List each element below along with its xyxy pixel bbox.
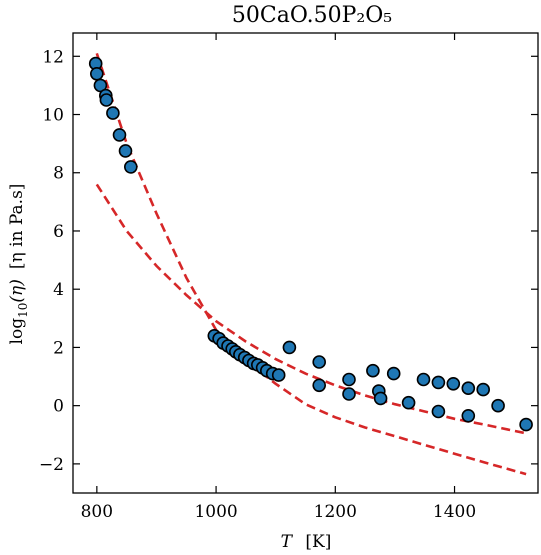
fit-curve-1 (95, 52, 527, 476)
fit-curves (95, 52, 527, 476)
data-point-2 (90, 67, 104, 81)
data-point-32 (373, 391, 388, 406)
x-tick-label: 800 (81, 502, 113, 522)
x-axis-symbol: T (281, 532, 294, 552)
data-point-41 (476, 382, 491, 397)
y-axis-eta: (η) (7, 279, 27, 302)
x-tick-label: 1000 (194, 502, 237, 522)
y-tick-label: −2 (39, 455, 64, 475)
data-point-25 (282, 340, 297, 355)
data-point-42 (491, 398, 505, 413)
plot-frame (72, 32, 539, 494)
data-point-30 (366, 363, 380, 378)
data-point-26 (312, 355, 327, 369)
data-point-28 (342, 372, 356, 387)
data-point-8 (118, 144, 133, 158)
y-tick-label: 12 (42, 47, 64, 67)
axes: 800 1000 1200 1400 −2 0 2 4 6 8 10 12 (39, 32, 539, 522)
x-axis-label: T [K] (281, 532, 332, 552)
y-axis-log-base: 10 (16, 303, 30, 318)
y-tick-label: 0 (53, 397, 64, 417)
data-point-6 (106, 106, 120, 120)
y-tick-label: 4 (53, 280, 64, 300)
y-axis-log: log (7, 318, 27, 345)
y-tick-label: 8 (53, 164, 64, 184)
data-point-33 (386, 366, 401, 381)
chart-title: 50CaO.50P₂O₅ (232, 3, 392, 28)
y-tick-label: 10 (42, 106, 64, 126)
data-point-37 (431, 404, 446, 419)
data-point-43 (519, 417, 533, 432)
data-point-39 (461, 381, 476, 396)
x-axis-unit: [K] (305, 532, 331, 552)
fit-curve-2 (95, 183, 527, 435)
data-point-5 (99, 93, 114, 107)
data-points (88, 56, 533, 432)
data-point-24 (271, 368, 286, 382)
data-point-27 (312, 378, 327, 393)
data-point-35 (416, 372, 431, 387)
y-tick-label: 6 (53, 222, 64, 242)
data-point-9 (124, 160, 138, 174)
data-point-3 (93, 78, 108, 93)
data-point-40 (461, 408, 476, 423)
x-tick-label: 1200 (314, 502, 357, 522)
y-tick-label: 2 (53, 338, 64, 358)
y-axis-unit: [η in Pa.s] (7, 184, 27, 270)
x-tick-label: 1400 (433, 502, 476, 522)
data-point-29 (342, 387, 356, 401)
data-point-7 (112, 128, 127, 142)
data-point-38 (446, 376, 461, 391)
data-point-36 (431, 375, 446, 390)
data-point-34 (401, 395, 416, 410)
y-axis-label: log10(η) [η in Pa.s] (7, 184, 30, 345)
